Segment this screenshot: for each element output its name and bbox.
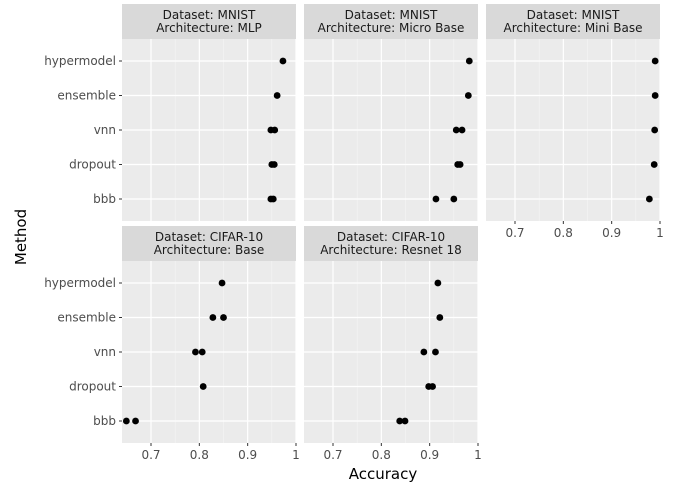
data-point [651, 126, 659, 134]
facet-strip-label: Dataset: MNIST [163, 8, 256, 22]
data-point [429, 383, 436, 390]
y-tick-label: bbb [93, 192, 116, 206]
data-point [199, 383, 207, 390]
x-tick-label: 1 [474, 448, 482, 462]
x-tick-label: 0.7 [323, 448, 342, 462]
x-tick-label: 0.7 [141, 448, 160, 462]
data-point [192, 348, 199, 356]
data-point [279, 57, 287, 65]
data-point [401, 417, 409, 425]
facet-strip-label: Architecture: MLP [156, 21, 262, 35]
x-tick-label: 0.9 [602, 226, 621, 240]
data-point [456, 161, 464, 168]
x-tick-label: 0.7 [505, 226, 524, 240]
data-point [271, 126, 279, 134]
data-point [198, 348, 206, 356]
data-point [450, 195, 458, 203]
y-tick-label: hypermodel [44, 276, 116, 290]
x-tick-label: 0.8 [554, 226, 573, 240]
data-point [645, 195, 653, 203]
facet-strip-label: Dataset: MNIST [527, 8, 620, 22]
y-tick-label: dropout [69, 158, 116, 172]
facet-strip-label: Architecture: Mini Base [504, 21, 643, 35]
y-tick-label: vnn [94, 345, 116, 359]
x-tick-label: 0.9 [420, 448, 439, 462]
data-point [218, 279, 226, 287]
data-point [464, 92, 472, 99]
facet-strip [304, 4, 478, 39]
facet-strip [122, 4, 296, 39]
y-tick-label: dropout [69, 380, 116, 394]
y-axis-title: Method [12, 209, 30, 265]
facet-strip-label: Dataset: CIFAR-10 [155, 230, 263, 244]
data-point [651, 57, 659, 65]
x-tick-label: 0.8 [190, 448, 209, 462]
data-point [269, 195, 277, 203]
x-axis-title: Accuracy [349, 465, 418, 483]
y-tick-label: ensemble [57, 89, 116, 103]
facet-strip-label: Architecture: Resnet 18 [320, 243, 462, 257]
data-point [434, 279, 442, 287]
y-tick-label: hypermodel [44, 54, 116, 68]
data-point [436, 314, 444, 321]
data-point [420, 348, 428, 356]
facet-strip [304, 226, 478, 261]
data-point [432, 195, 440, 203]
x-tick-label: 0.8 [372, 448, 391, 462]
y-tick-label: ensemble [57, 311, 116, 325]
facet-strip-label: Architecture: Base [154, 243, 265, 257]
facet-strip-label: Dataset: CIFAR-10 [337, 230, 445, 244]
data-point [432, 348, 439, 356]
facet-strip [486, 4, 660, 39]
data-point [122, 417, 130, 425]
data-point [452, 126, 460, 134]
data-point [132, 417, 139, 425]
data-point [209, 314, 217, 321]
data-point [220, 314, 227, 321]
facet-strip [122, 226, 296, 261]
x-tick-label: 1 [292, 448, 300, 462]
data-point [270, 161, 278, 168]
data-point [273, 92, 281, 99]
y-tick-label: bbb [93, 414, 116, 428]
facet-strip-label: Architecture: Micro Base [318, 21, 465, 35]
data-point [465, 57, 473, 65]
data-point [651, 92, 659, 99]
data-point [650, 161, 658, 168]
y-tick-label: vnn [94, 123, 116, 137]
data-point [458, 126, 466, 134]
x-tick-label: 0.9 [238, 448, 257, 462]
facet-strip-label: Dataset: MNIST [345, 8, 438, 22]
x-tick-label: 1 [656, 226, 664, 240]
data-point [396, 417, 404, 425]
